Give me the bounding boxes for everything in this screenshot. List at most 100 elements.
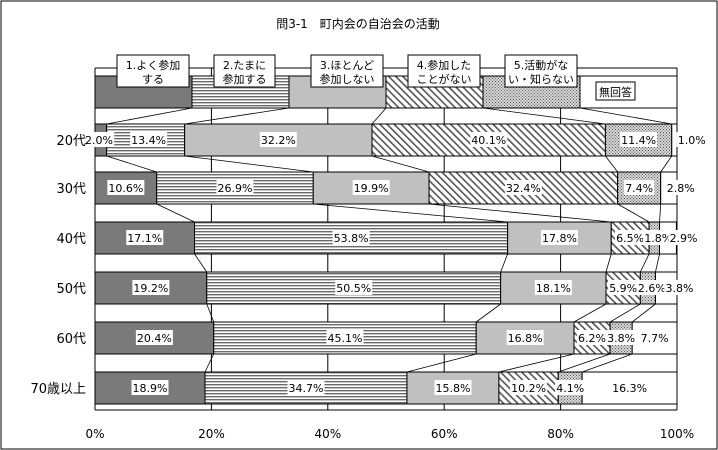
connector-line [406, 353, 477, 373]
value-label-bg [107, 180, 145, 195]
category-label: 20代 [56, 134, 86, 149]
connector-line [660, 155, 673, 173]
value-label: 4.1% [556, 382, 584, 395]
value-label: 18.1% [536, 282, 571, 295]
value-label-bg [620, 132, 658, 147]
connector-line [617, 203, 650, 223]
connector-line [106, 155, 157, 173]
connector-line [573, 303, 607, 323]
legend-label: する [142, 73, 164, 86]
legend-label-box [595, 81, 636, 101]
value-label: 19.2% [133, 282, 168, 295]
value-label-bg [639, 330, 670, 345]
x-tick-label: 20% [198, 427, 225, 441]
value-label-bg [605, 330, 637, 345]
connector-line [204, 353, 215, 373]
value-label-bg [576, 330, 608, 345]
category-label: 30代 [56, 182, 86, 197]
connector-line [605, 253, 612, 273]
connector-line [429, 203, 612, 223]
value-label-bg [83, 132, 115, 147]
value-label-bg [504, 180, 542, 195]
value-label: 1.8% [644, 232, 672, 245]
value-label-bg [636, 280, 668, 295]
connector-line [371, 107, 387, 125]
connector-line [156, 203, 195, 223]
value-label: 7.4% [625, 182, 653, 195]
value-label: 18.9% [133, 382, 168, 395]
value-label-bg [555, 380, 586, 395]
connector-line [498, 353, 575, 373]
value-label: 45.1% [327, 332, 362, 345]
value-label-bg [132, 280, 170, 295]
value-label: 6.5% [616, 232, 644, 245]
legend-label-box [504, 54, 578, 88]
value-label-bg [540, 230, 578, 245]
value-label: 32.4% [506, 182, 541, 195]
legend-label-box [116, 54, 190, 88]
value-label-bg [335, 280, 373, 295]
value-label: 2.8% [667, 182, 695, 195]
legend-label-box [213, 54, 276, 88]
connector-line [500, 253, 509, 273]
value-label: 11.4% [621, 134, 656, 147]
value-label-bg [216, 180, 254, 195]
value-label: 19.9% [354, 182, 389, 195]
value-label-bg [352, 180, 390, 195]
value-label: 13.4% [131, 134, 166, 147]
value-label-bg [434, 380, 472, 395]
connector-line [313, 203, 508, 223]
connector-line [184, 155, 314, 173]
x-tick-label: 80% [547, 427, 574, 441]
value-label: 50.5% [336, 282, 371, 295]
value-label: 1.0% [678, 134, 706, 147]
connector-line [558, 353, 611, 373]
legend-label-box [310, 54, 384, 88]
legend-label: 参加しない [320, 72, 375, 86]
value-label: 3.8% [607, 332, 635, 345]
value-label: 6.2% [578, 332, 606, 345]
connector-line [475, 303, 501, 323]
value-label: 34.7% [288, 382, 323, 395]
connector-line [482, 107, 606, 125]
value-label: 32.2% [261, 134, 296, 147]
legend-label: 参加する [223, 72, 267, 86]
connector-line [655, 253, 660, 273]
category-label: 70歳以上 [30, 382, 86, 397]
x-tick-labels: 0% 20% 40% 60% 80% 100% [85, 427, 694, 441]
value-label-bg [623, 180, 655, 195]
x-tick-label: 60% [431, 427, 458, 441]
connector-lines [106, 107, 673, 373]
value-label: 3.8% [665, 282, 693, 295]
value-label: 17.8% [542, 232, 577, 245]
chart-title: 問3-1 町内会の自治会の活動 [276, 17, 440, 31]
value-label-bg [135, 330, 173, 345]
value-label: 15.8% [435, 382, 470, 395]
legend-label: 3.ほとんど [320, 59, 374, 72]
value-label: 10.6% [108, 182, 143, 195]
legend-label: 無回答 [599, 85, 632, 99]
connector-line [184, 107, 290, 125]
connector-line [605, 155, 618, 173]
category-labels: 20代 30代 40代 50代 60代 70歳以上 [30, 134, 86, 397]
value-label-bg [510, 380, 548, 395]
x-tick-label: 40% [314, 427, 341, 441]
x-tick-label: 100% [660, 427, 694, 441]
connector-line [579, 107, 672, 125]
connector-line [581, 353, 633, 373]
value-label: 5.9% [609, 282, 637, 295]
value-label-bg [668, 230, 699, 245]
value-label: 10.2% [511, 382, 546, 395]
legend-label: 4.参加した [417, 58, 472, 72]
bars: 2.0% 13.4% 32.2% 40.1% 11.4% 1.0% 10.6% 26.9% 19… [83, 123, 707, 405]
value-label-bg [126, 230, 164, 245]
connector-line [206, 303, 215, 323]
legend-label: い・知らない [508, 72, 574, 86]
category-label: 60代 [56, 332, 86, 347]
value-label: 26.9% [217, 182, 252, 195]
value-label: 20.4% [137, 332, 172, 345]
value-label-bg [534, 280, 572, 295]
legend-label: 1.よく参加 [126, 58, 181, 72]
value-label-bg [614, 230, 646, 245]
